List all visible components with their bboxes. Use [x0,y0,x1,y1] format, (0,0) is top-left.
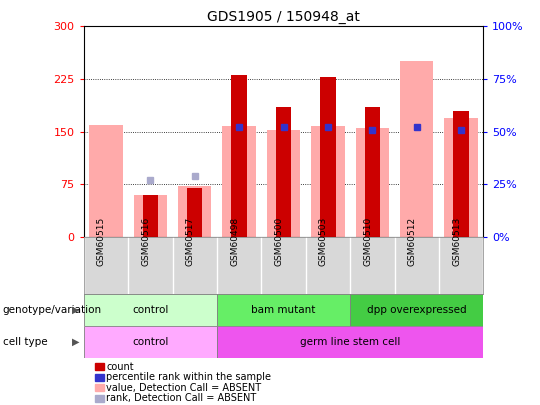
Text: GSM60503: GSM60503 [319,217,328,266]
Text: ▶: ▶ [72,305,80,315]
Bar [454,111,469,237]
Bar [320,77,336,237]
Bar [276,107,291,237]
Text: cell type: cell type [3,337,48,347]
Bar [89,125,123,237]
Bar [143,195,158,237]
Text: GSM60500: GSM60500 [274,217,284,266]
FancyBboxPatch shape [217,294,350,326]
FancyBboxPatch shape [217,326,483,358]
Text: GSM60512: GSM60512 [408,217,417,266]
Bar [356,128,389,237]
FancyBboxPatch shape [350,294,483,326]
Text: GSM60517: GSM60517 [186,217,195,266]
Text: bam mutant: bam mutant [251,305,316,315]
Text: value, Detection Call = ABSENT: value, Detection Call = ABSENT [106,383,261,392]
Text: percentile rank within the sample: percentile rank within the sample [106,372,272,382]
Bar [187,188,202,237]
Text: genotype/variation: genotype/variation [3,305,102,315]
Bar [311,126,345,237]
Bar [444,117,478,237]
FancyBboxPatch shape [84,294,217,326]
Bar [364,107,380,237]
Text: GSM60515: GSM60515 [97,217,106,266]
Text: control: control [132,305,168,315]
Text: control: control [132,337,168,347]
Title: GDS1905 / 150948_at: GDS1905 / 150948_at [207,10,360,24]
Text: germ line stem cell: germ line stem cell [300,337,400,347]
Text: count: count [106,362,134,371]
Bar [178,186,211,237]
Text: rank, Detection Call = ABSENT: rank, Detection Call = ABSENT [106,393,256,403]
Text: GSM60516: GSM60516 [141,217,150,266]
Bar [267,130,300,237]
Text: GSM60498: GSM60498 [230,217,239,266]
FancyBboxPatch shape [84,326,217,358]
Text: ▶: ▶ [72,337,80,347]
Text: dpp overexpressed: dpp overexpressed [367,305,467,315]
Bar [231,75,247,237]
Bar [400,62,434,237]
Text: GSM60510: GSM60510 [363,217,372,266]
Bar [222,126,256,237]
Bar [134,195,167,237]
Text: GSM60513: GSM60513 [452,217,461,266]
